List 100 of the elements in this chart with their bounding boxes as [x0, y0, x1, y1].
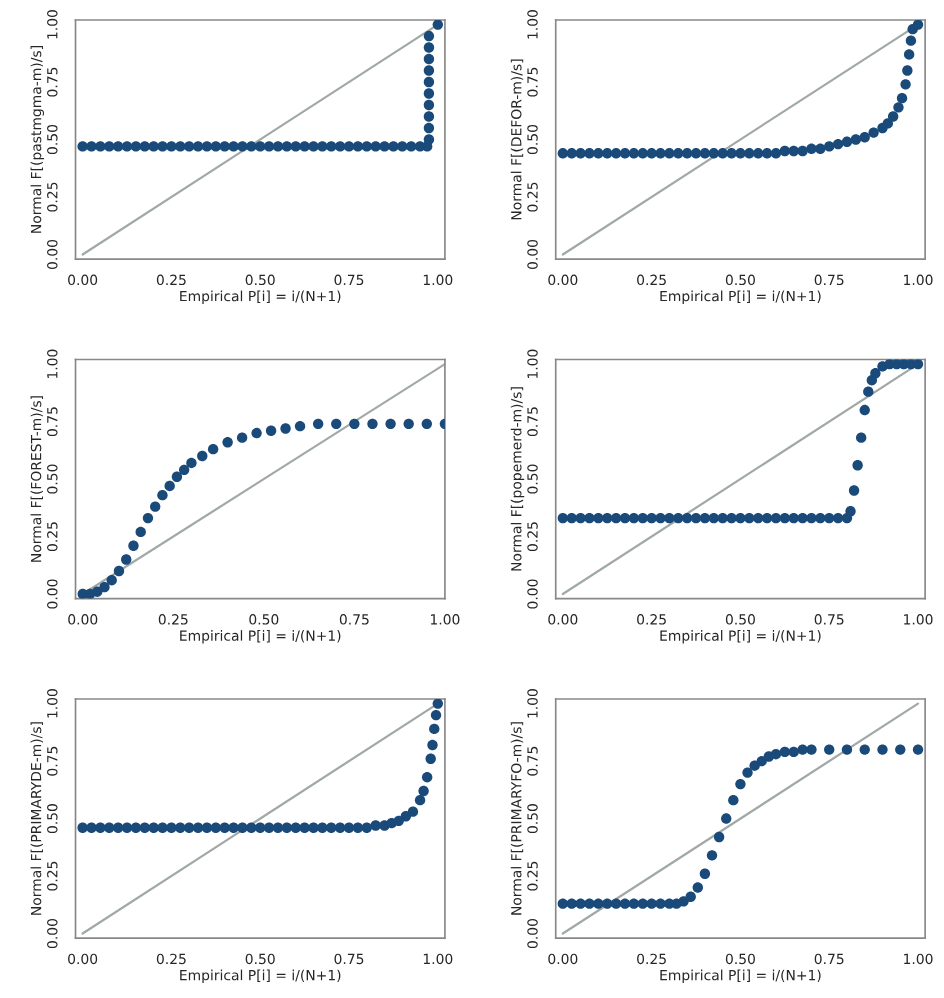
point: [797, 512, 808, 524]
point: [370, 820, 381, 831]
point: [619, 148, 631, 159]
point: [237, 822, 248, 833]
point: [251, 427, 262, 439]
point: [432, 699, 444, 709]
point: [361, 822, 372, 833]
point: [575, 512, 586, 524]
point: [121, 822, 133, 833]
point: [255, 141, 266, 152]
point: [414, 794, 426, 806]
point: [815, 143, 826, 154]
point: [192, 141, 204, 152]
point: [106, 575, 117, 586]
point: [352, 822, 364, 833]
point: [86, 141, 97, 152]
point: [726, 148, 737, 159]
point: [877, 744, 888, 755]
point: [222, 437, 233, 448]
point: [95, 822, 106, 833]
point: [602, 148, 613, 159]
point: [628, 898, 640, 909]
point: [246, 141, 257, 152]
point: [905, 35, 917, 46]
point: [142, 512, 154, 524]
point: [157, 141, 168, 152]
point: [887, 111, 899, 122]
point: [770, 749, 782, 760]
point: [425, 753, 436, 764]
point: [900, 79, 911, 90]
point: [429, 723, 440, 735]
point: [423, 88, 435, 99]
point: [197, 450, 208, 462]
point: [584, 898, 595, 909]
point: [557, 512, 569, 524]
point: [557, 148, 569, 159]
point: [423, 134, 435, 145]
point: [824, 141, 835, 152]
point: [290, 822, 301, 833]
point: [175, 822, 186, 833]
point: [397, 141, 408, 152]
point: [405, 141, 417, 152]
point: [699, 868, 711, 879]
point: [868, 127, 879, 138]
point: [367, 418, 378, 430]
point: [349, 418, 360, 430]
point: [610, 148, 622, 159]
point: [246, 822, 257, 833]
point: [121, 141, 133, 152]
point: [735, 512, 746, 524]
point: [788, 512, 799, 524]
point: [602, 512, 613, 524]
point: [157, 489, 168, 501]
point: [859, 404, 870, 416]
point: [308, 822, 319, 833]
point: [610, 898, 622, 909]
point: [756, 755, 767, 767]
point: [427, 739, 438, 751]
point: [593, 898, 604, 909]
point: [893, 102, 904, 113]
point: [166, 141, 177, 152]
point: [557, 898, 569, 909]
point: [593, 512, 604, 524]
point: [779, 512, 791, 524]
point: [841, 136, 853, 148]
point: [797, 744, 808, 755]
point: [726, 512, 737, 524]
point: [806, 744, 817, 755]
point: [308, 141, 319, 152]
point: [421, 418, 432, 430]
point: [104, 141, 115, 152]
point: [280, 423, 291, 434]
point: [593, 148, 604, 159]
point: [175, 141, 186, 152]
point: [646, 148, 657, 159]
point: [423, 42, 435, 53]
point: [832, 138, 844, 150]
point: [628, 148, 640, 159]
point: [655, 898, 666, 909]
point: [637, 148, 648, 159]
point: [845, 506, 856, 517]
point: [619, 512, 631, 524]
point: [312, 418, 324, 430]
point: [896, 92, 908, 104]
point: [859, 132, 870, 143]
point: [646, 512, 657, 524]
point: [281, 141, 293, 152]
point: [326, 141, 337, 152]
point: [421, 771, 433, 783]
point: [201, 822, 213, 833]
point: [824, 512, 835, 524]
point: [815, 512, 826, 524]
point: [192, 822, 204, 833]
point: [681, 148, 693, 159]
point: [742, 767, 753, 778]
point: [779, 145, 791, 157]
point: [128, 540, 139, 551]
point: [290, 141, 301, 152]
point: [403, 418, 414, 430]
point: [228, 141, 239, 152]
